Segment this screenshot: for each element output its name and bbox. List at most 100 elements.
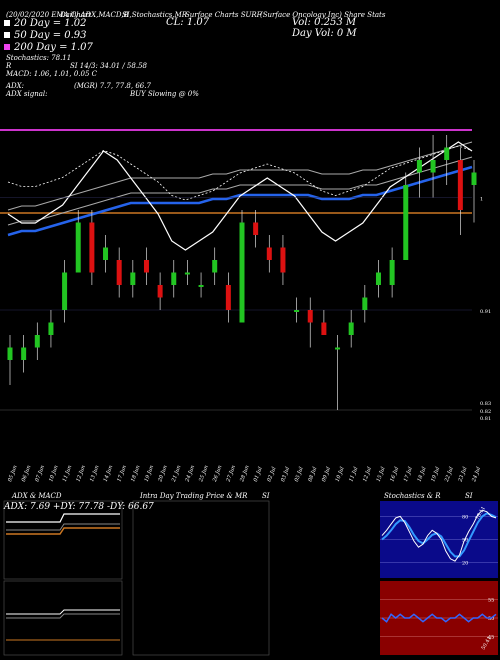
candle-body <box>7 347 13 360</box>
candle-body <box>362 297 368 310</box>
macd-line <box>6 609 120 615</box>
candle-body <box>416 160 422 173</box>
header-title: (20/02/2020 EMA Chart <box>6 11 92 19</box>
ema50-line <box>7 165 473 237</box>
candle-body <box>444 147 450 160</box>
candle-body <box>266 247 272 260</box>
adx-macd-title: ADX & MACD <box>12 492 62 500</box>
candle-body <box>389 260 395 285</box>
x-axis-label: 13 Jun <box>89 465 100 483</box>
candle-body <box>171 272 177 285</box>
legend-200-swatch <box>4 44 10 50</box>
candle-body <box>321 322 327 335</box>
adx-signal-label: ADX signal: <box>6 90 48 98</box>
candle-body <box>130 272 136 285</box>
candle-body <box>225 285 231 310</box>
candle-body <box>21 347 27 360</box>
candle-body <box>335 347 341 350</box>
x-axis-label: 08 Jul <box>307 466 318 483</box>
x-axis-label: 26 Jun <box>212 465 224 484</box>
x-axis-label: 25 Jun <box>198 465 210 484</box>
x-axis-label: 23 Jul <box>457 466 468 484</box>
candle-body <box>48 322 54 335</box>
x-axis-label: 16 Jul <box>389 466 400 483</box>
x-axis-label: 17 Jun <box>116 465 127 483</box>
stoch-k-line <box>381 509 497 562</box>
candle-body <box>375 272 381 285</box>
candle-body <box>198 285 204 287</box>
adx-line <box>6 523 120 531</box>
ema20-line <box>7 141 473 251</box>
x-axis-label: 12 Jun <box>75 465 86 483</box>
day-volume: Day Vol: 0 M <box>292 28 357 39</box>
legend-200-label: 200 Day = 1.07 <box>14 42 93 53</box>
price-tick-label: 1 <box>480 197 483 203</box>
header-stochastics: SI,Stochastics,MR <box>122 11 188 19</box>
macd-signal-line <box>6 613 120 619</box>
candle-body <box>184 272 190 275</box>
rsi-level-label: 45 <box>488 635 494 641</box>
intraday-panel <box>132 500 270 656</box>
adx-minus-line <box>6 527 120 535</box>
x-axis-label: 06 Jun <box>21 465 32 483</box>
price-tick-label: 0.81 <box>480 416 491 422</box>
x-axis-label: 05 Jun <box>7 465 18 483</box>
stoch-d-line <box>381 512 497 558</box>
candle-body <box>307 310 313 323</box>
ema50-channel-lower <box>7 156 473 226</box>
x-axis-label: 02 Jul <box>267 466 278 483</box>
candle-body <box>62 272 68 310</box>
x-axis-label: 19 Jul <box>430 466 441 483</box>
candle-body <box>403 185 409 260</box>
x-axis-label: 15 Jul <box>376 466 387 483</box>
stochastics-title: Stochastics & R <box>384 492 441 500</box>
candle-body <box>294 310 300 312</box>
adx-panel <box>3 500 123 580</box>
candle-body <box>89 222 95 273</box>
ema20-dotted <box>7 145 473 201</box>
x-axis-label: 10 Jul <box>335 466 346 483</box>
candle-body <box>253 222 259 235</box>
rsi-level-label: 55 <box>488 598 494 604</box>
x-axis-label: 01 Jul <box>253 466 264 483</box>
close-price: CL: 1.07 <box>166 17 210 28</box>
r-label: R <box>6 62 12 70</box>
legend-50-swatch <box>4 32 10 38</box>
x-axis-label: 28 Jun <box>239 465 251 484</box>
candle-body <box>430 160 436 173</box>
stoch-level-label: 20 <box>462 561 468 567</box>
x-axis-label: 24 Jun <box>184 465 196 484</box>
x-axis-label: 18 Jul <box>417 466 428 483</box>
x-axis-label: 05 Jul <box>294 466 305 483</box>
x-axis-label: 19 Jun <box>144 465 155 483</box>
stochastics-title-si: SI <box>465 492 473 500</box>
candle-body <box>103 247 109 260</box>
candle-body <box>34 335 40 348</box>
x-axis-label: 20 Jun <box>157 465 169 484</box>
candle-body <box>75 222 81 273</box>
x-axis-label: 12 Jul <box>362 466 373 483</box>
x-axis-label: 09 Jul <box>321 466 332 483</box>
candle-body <box>457 160 463 210</box>
macd-readout: MACD: 1.06, 1.01, 0.05 C <box>6 70 98 78</box>
adx-plus-line <box>6 513 120 523</box>
candle-body <box>348 322 354 335</box>
stoch-level-label: 50 <box>462 538 468 544</box>
x-axis-label: 11 Jul <box>348 466 359 483</box>
x-axis-label: 17 Jul <box>403 466 414 483</box>
mgr-readout: (MGR) 7.7, 77.8, 66.7 <box>74 82 151 90</box>
x-axis-label: 21 Jun <box>171 465 183 484</box>
x-axis-label: 11 Jun <box>62 465 73 483</box>
x-axis-label: 10 Jun <box>48 465 59 483</box>
candle-body <box>116 260 122 285</box>
price-tick-label: 0.82 <box>480 409 491 415</box>
adx-label: ADX: <box>6 82 25 90</box>
si-readout: SI 14/3: 34.01 / 58.58 <box>70 62 147 70</box>
price-tick-label: 0.91 <box>480 309 491 315</box>
buy-signal: BUY Slowing @ 0% <box>130 90 199 98</box>
x-axis-label: 07 Jun <box>35 465 46 483</box>
volume: Vol: 0.253 M <box>292 17 357 28</box>
price-tick-label: 0.83 <box>480 401 491 407</box>
ema50-channel-upper <box>7 141 473 211</box>
